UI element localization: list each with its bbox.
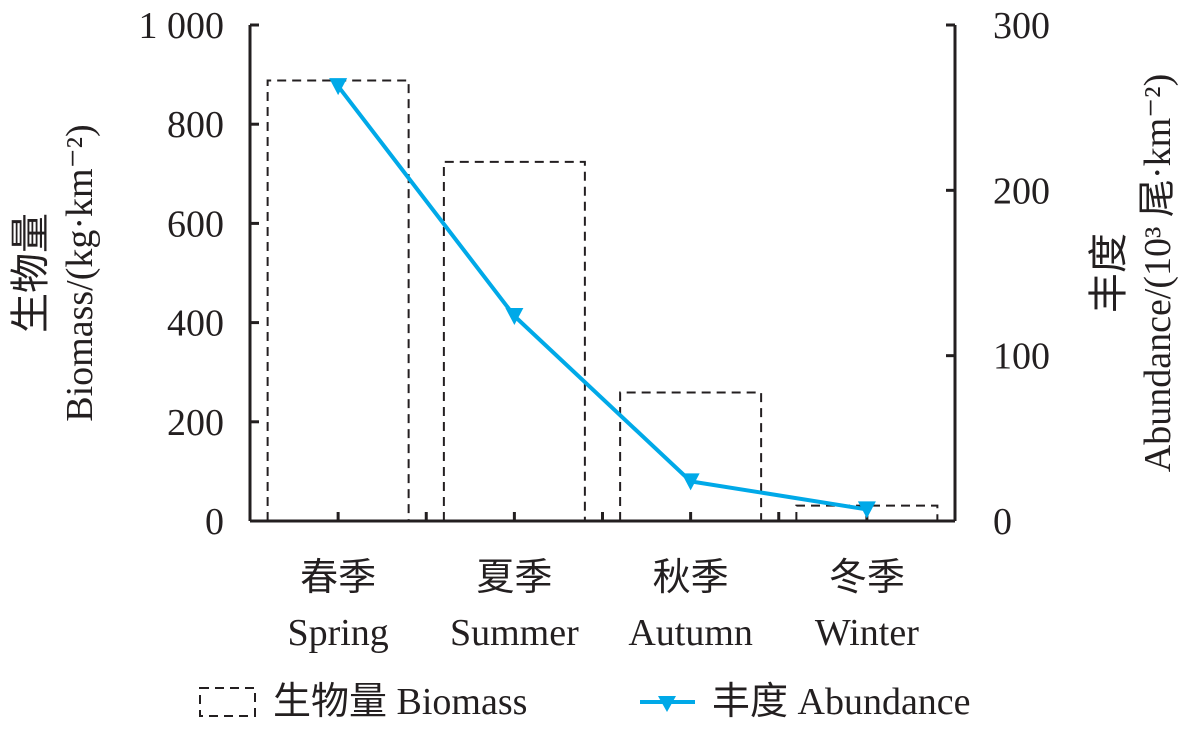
legend-biomass-swatch: [199, 687, 256, 717]
biomass-bar: [266, 79, 410, 521]
category-label-en: Autumn: [628, 612, 753, 654]
right-axis-title: 丰度 Abundance/(10³ 尾·km⁻²): [1086, 74, 1179, 472]
left-tick-label: 600: [167, 203, 224, 245]
left-axis-title: 生物量 Biomass/(kg·km⁻²): [8, 124, 101, 421]
left-tick-label: 800: [167, 104, 224, 146]
abundance-point: [681, 473, 700, 491]
right-axis-title-cn: 丰度: [1086, 233, 1131, 313]
legend-abundance-label: 丰度 Abundance: [712, 681, 971, 723]
left-tick-label: 1 000: [139, 5, 225, 47]
category-label-cn: 秋季: [653, 557, 729, 599]
left-axis-title-cn: 生物量: [8, 213, 53, 333]
right-tick-label: 200: [993, 170, 1050, 212]
left-axis-title-en: Biomass/(kg·km⁻²): [59, 124, 101, 421]
abundance-point: [857, 501, 876, 519]
abundance-point: [505, 307, 524, 325]
legend-abundance-marker: [658, 696, 676, 712]
right-tick-label: 100: [993, 336, 1050, 378]
biomass-bar: [795, 504, 939, 521]
left-tick-label: 400: [167, 303, 224, 345]
left-tick-label: 0: [205, 501, 224, 543]
left-tick-label: 200: [167, 402, 224, 444]
category-label-en: Summer: [450, 612, 579, 654]
biomass-bar: [442, 160, 586, 521]
abundance-line: [336, 84, 868, 512]
abundance-point: [329, 78, 348, 96]
right-tick-label: 0: [993, 501, 1012, 543]
right-axis-title-en: Abundance/(10³ 尾·km⁻²): [1137, 74, 1179, 472]
legend-biomass-label: 生物量 Biomass: [273, 681, 527, 723]
category-label-cn: 夏季: [476, 557, 552, 599]
category-label-en: Spring: [287, 612, 388, 654]
right-tick-label: 300: [993, 5, 1050, 47]
category-label-en: Winter: [815, 612, 919, 654]
category-label-cn: 冬季: [829, 557, 905, 599]
biomass-bar: [619, 391, 763, 521]
category-label-cn: 春季: [300, 557, 376, 599]
